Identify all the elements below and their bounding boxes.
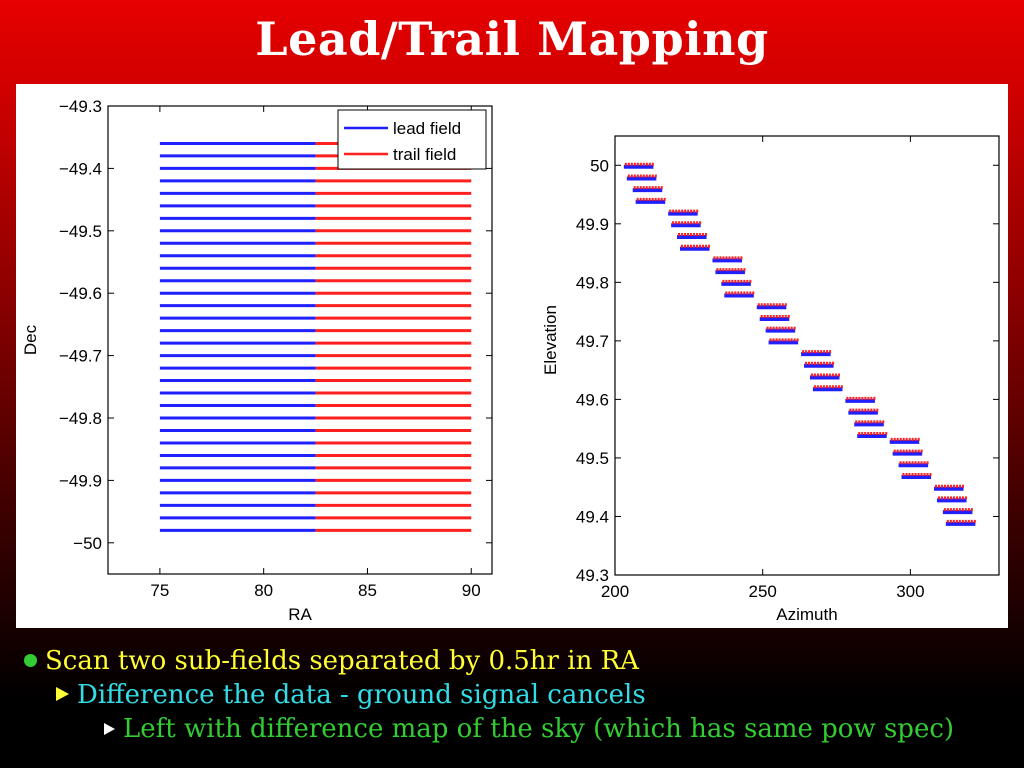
left-x-tick-label: 85	[358, 581, 377, 600]
left-plot-lines	[159, 141, 472, 532]
right-x-axis-label: Azimuth	[776, 605, 837, 624]
left-y-tick-label: −49.9	[59, 471, 102, 490]
bullet-triangle-icon	[56, 687, 69, 701]
left-y-tick-label: −50	[73, 534, 102, 553]
left-y-axis-label: Dec	[21, 324, 40, 355]
right-x-tick-label: 300	[896, 582, 924, 601]
left-y-tick-label: −49.5	[59, 222, 102, 241]
right-ticks: 200 250 300 49.3 49.4 49.5 49.6 49.7 49.8 49.9 50	[576, 136, 999, 601]
bullet-level-2: Difference the data - ground signal canc…	[56, 680, 646, 710]
bullet-triangle-small-icon	[104, 723, 115, 735]
right-y-tick-label: 49.3	[576, 566, 609, 585]
right-y-tick-label: 49.4	[576, 507, 609, 526]
legend-trail-label: trail field	[393, 145, 456, 164]
right-y-tick-label: 49.9	[576, 215, 609, 234]
left-y-tick-label: −49.6	[59, 284, 102, 303]
bullet-dot-icon	[24, 654, 37, 667]
left-axes-box	[107, 105, 493, 575]
bullet-text-1: Scan two sub-fields separated by 0.5hr i…	[45, 646, 639, 676]
left-y-tick-label: −49.8	[59, 409, 102, 428]
right-plot-segments	[623, 162, 977, 526]
left-x-tick-label: 90	[462, 581, 481, 600]
slide-title: Lead/Trail Mapping	[255, 12, 769, 66]
left-x-tick-label: 75	[150, 581, 169, 600]
left-y-tick-label: −49.3	[59, 97, 102, 116]
bullet-level-3: Left with difference map of the sky (whi…	[104, 714, 954, 744]
left-legend: lead field trail field	[337, 109, 487, 170]
charts-svg: 75 80 85 90 −49.3 −49.4 −49.5 −49.6 −49.7 −49.8 −4…	[21, 97, 1000, 624]
right-y-axis-label: Elevation	[541, 305, 560, 375]
bullet-list: Scan two sub-fields separated by 0.5hr i…	[0, 644, 1024, 768]
left-x-tick-label: 80	[254, 581, 273, 600]
bullet-text-2: Difference the data - ground signal canc…	[77, 680, 646, 710]
legend-box	[337, 109, 487, 170]
bullet-text-3: Left with difference map of the sky (whi…	[123, 714, 955, 744]
left-y-tick-label: −49.7	[59, 347, 102, 366]
chart-elevation-vs-azimuth: 200 250 30049.349.449.549.649.749.849.950 …	[541, 135, 1000, 624]
right-x-tick-label: 200	[601, 582, 629, 601]
left-ticks: 75 80 85 90 −49.3 −49.4 −49.5 −49.6 −49.7 −49.8 −4…	[59, 97, 492, 600]
chart-dec-vs-ra: 75 80 85 90 −49.3 −49.4 −49.5 −49.6 −49.7 −49.8 −4…	[21, 97, 493, 624]
right-x-tick-label: 250	[749, 582, 777, 601]
right-y-tick-label: 49.5	[576, 449, 609, 468]
bullet-level-1: Scan two sub-fields separated by 0.5hr i…	[24, 646, 639, 676]
left-x-axis-label: RA	[288, 605, 312, 624]
right-y-tick-label: 49.7	[576, 332, 609, 351]
plots-panel: 75 80 85 90 −49.3 −49.4 −49.5 −49.6 −49.7 −49.8 −4…	[16, 84, 1008, 628]
legend-lead-label: lead field	[393, 119, 461, 138]
right-y-tick-label: 49.8	[576, 273, 609, 292]
right-y-tick-label: 50	[590, 156, 609, 175]
right-y-tick-label: 49.6	[576, 390, 609, 409]
left-y-tick-label: −49.4	[59, 159, 102, 178]
